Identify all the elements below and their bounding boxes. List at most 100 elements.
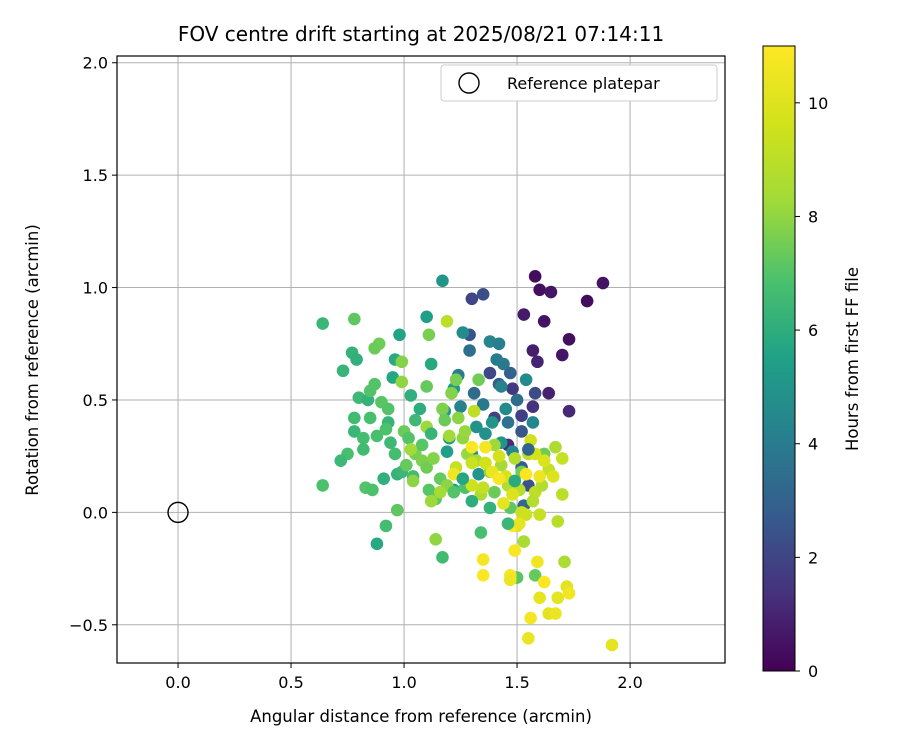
scatter-point bbox=[368, 377, 381, 391]
scatter-point bbox=[447, 485, 461, 499]
scatter-point bbox=[420, 380, 433, 393]
scatter-point bbox=[377, 472, 391, 485]
scatter-point bbox=[492, 337, 506, 351]
scatter-point bbox=[528, 569, 542, 582]
scatter-point bbox=[316, 317, 329, 330]
scatter-point bbox=[384, 436, 397, 449]
scatter-point bbox=[465, 456, 479, 470]
scatter-point bbox=[393, 328, 406, 342]
scatter-point bbox=[494, 380, 508, 393]
grid-lines bbox=[117, 56, 725, 663]
x-axis-label: Angular distance from reference (arcmin) bbox=[250, 707, 592, 726]
colorbar-tick-label: 4 bbox=[808, 435, 818, 454]
scatter-point bbox=[508, 544, 522, 557]
scatter-point bbox=[549, 440, 562, 454]
scatter-point bbox=[524, 611, 537, 625]
legend-marker-circle bbox=[458, 72, 480, 94]
scatter-point bbox=[533, 470, 546, 483]
scatter-point bbox=[479, 427, 492, 440]
scatter-point bbox=[508, 474, 522, 488]
scatter-point bbox=[465, 479, 479, 492]
scatter-point bbox=[350, 353, 363, 366]
scatter-point bbox=[515, 409, 528, 423]
scatter-point bbox=[420, 310, 433, 324]
scatter-point bbox=[605, 638, 619, 652]
scatter-point bbox=[476, 569, 490, 582]
scatter-point bbox=[379, 519, 393, 533]
data-points bbox=[316, 270, 619, 652]
scatter-point bbox=[409, 413, 422, 427]
scatter-point bbox=[522, 443, 535, 456]
y-tick-label: −0.5 bbox=[69, 616, 108, 635]
scatter-point bbox=[501, 416, 515, 429]
scatter-point bbox=[531, 355, 544, 369]
scatter-point bbox=[522, 631, 535, 645]
scatter-point bbox=[476, 288, 490, 301]
scatter-point bbox=[390, 503, 404, 517]
y-axis-ticks: −0.5 0.0 0.5 1.0 1.5 2.0 bbox=[69, 54, 117, 635]
scatter-point bbox=[555, 488, 569, 501]
scatter-point bbox=[357, 443, 370, 456]
scatter-point bbox=[492, 472, 506, 485]
scatter-point bbox=[531, 555, 544, 569]
scatter-point bbox=[456, 326, 470, 339]
scatter-point bbox=[528, 386, 542, 400]
scatter-point bbox=[424, 494, 438, 508]
scatter-point bbox=[442, 429, 456, 443]
scatter-point bbox=[537, 575, 551, 589]
scatter-point bbox=[404, 443, 418, 456]
colorbar-tick-label: 0 bbox=[808, 662, 818, 681]
scatter-point bbox=[381, 402, 395, 416]
scatter-point bbox=[549, 607, 562, 620]
scatter-point bbox=[440, 445, 454, 458]
scatter-point bbox=[555, 348, 569, 362]
scatter-point bbox=[424, 427, 438, 440]
scatter-point bbox=[379, 422, 393, 436]
colorbar-ticks: 0 2 4 6 8 10 bbox=[795, 94, 828, 681]
scatter-point bbox=[370, 537, 384, 551]
plot-frame bbox=[116, 55, 726, 664]
scatter-point bbox=[436, 274, 449, 288]
scatter-point bbox=[348, 411, 361, 425]
scatter-point bbox=[463, 344, 476, 357]
scatter-point bbox=[533, 283, 546, 297]
scatter-point bbox=[368, 341, 381, 355]
y-tick-label: 0.5 bbox=[83, 391, 108, 410]
scatter-point bbox=[506, 488, 519, 501]
reference-marker bbox=[167, 501, 189, 524]
plot-area bbox=[117, 56, 725, 663]
scatter-point bbox=[472, 467, 485, 481]
scatter-point bbox=[580, 294, 594, 308]
scatter-point bbox=[436, 402, 449, 416]
scatter-point bbox=[479, 440, 492, 454]
y-tick-label: 2.0 bbox=[83, 54, 108, 73]
scatter-point bbox=[424, 357, 438, 371]
scatter-point bbox=[537, 454, 551, 467]
scatter-point bbox=[544, 285, 558, 299]
scatter-point bbox=[465, 440, 479, 454]
scatter-point bbox=[562, 587, 576, 600]
colorbar-tick-label: 6 bbox=[808, 321, 818, 340]
scatter-point bbox=[474, 526, 488, 539]
scatter-point bbox=[533, 508, 546, 521]
scatter-point bbox=[497, 497, 510, 510]
scatter-point bbox=[526, 416, 540, 429]
legend-box bbox=[440, 64, 718, 102]
reference-point bbox=[167, 501, 189, 524]
scatter-point bbox=[395, 355, 409, 369]
scatter-point bbox=[422, 483, 436, 497]
scatter-point bbox=[596, 276, 610, 290]
scatter-point bbox=[508, 452, 522, 465]
scatter-point bbox=[519, 508, 533, 521]
scatter-point bbox=[470, 420, 483, 434]
scatter-point bbox=[348, 312, 361, 326]
x-axis-ticks: 0.0 0.5 1.0 1.5 2.0 bbox=[165, 663, 643, 692]
scatter-point bbox=[490, 353, 504, 366]
scatter-point bbox=[472, 373, 485, 387]
scatter-point bbox=[519, 373, 533, 387]
scatter-point bbox=[413, 402, 427, 416]
scatter-point bbox=[501, 517, 515, 530]
scatter-point bbox=[503, 573, 517, 587]
legend-entry-label: Reference platepar bbox=[507, 74, 660, 93]
